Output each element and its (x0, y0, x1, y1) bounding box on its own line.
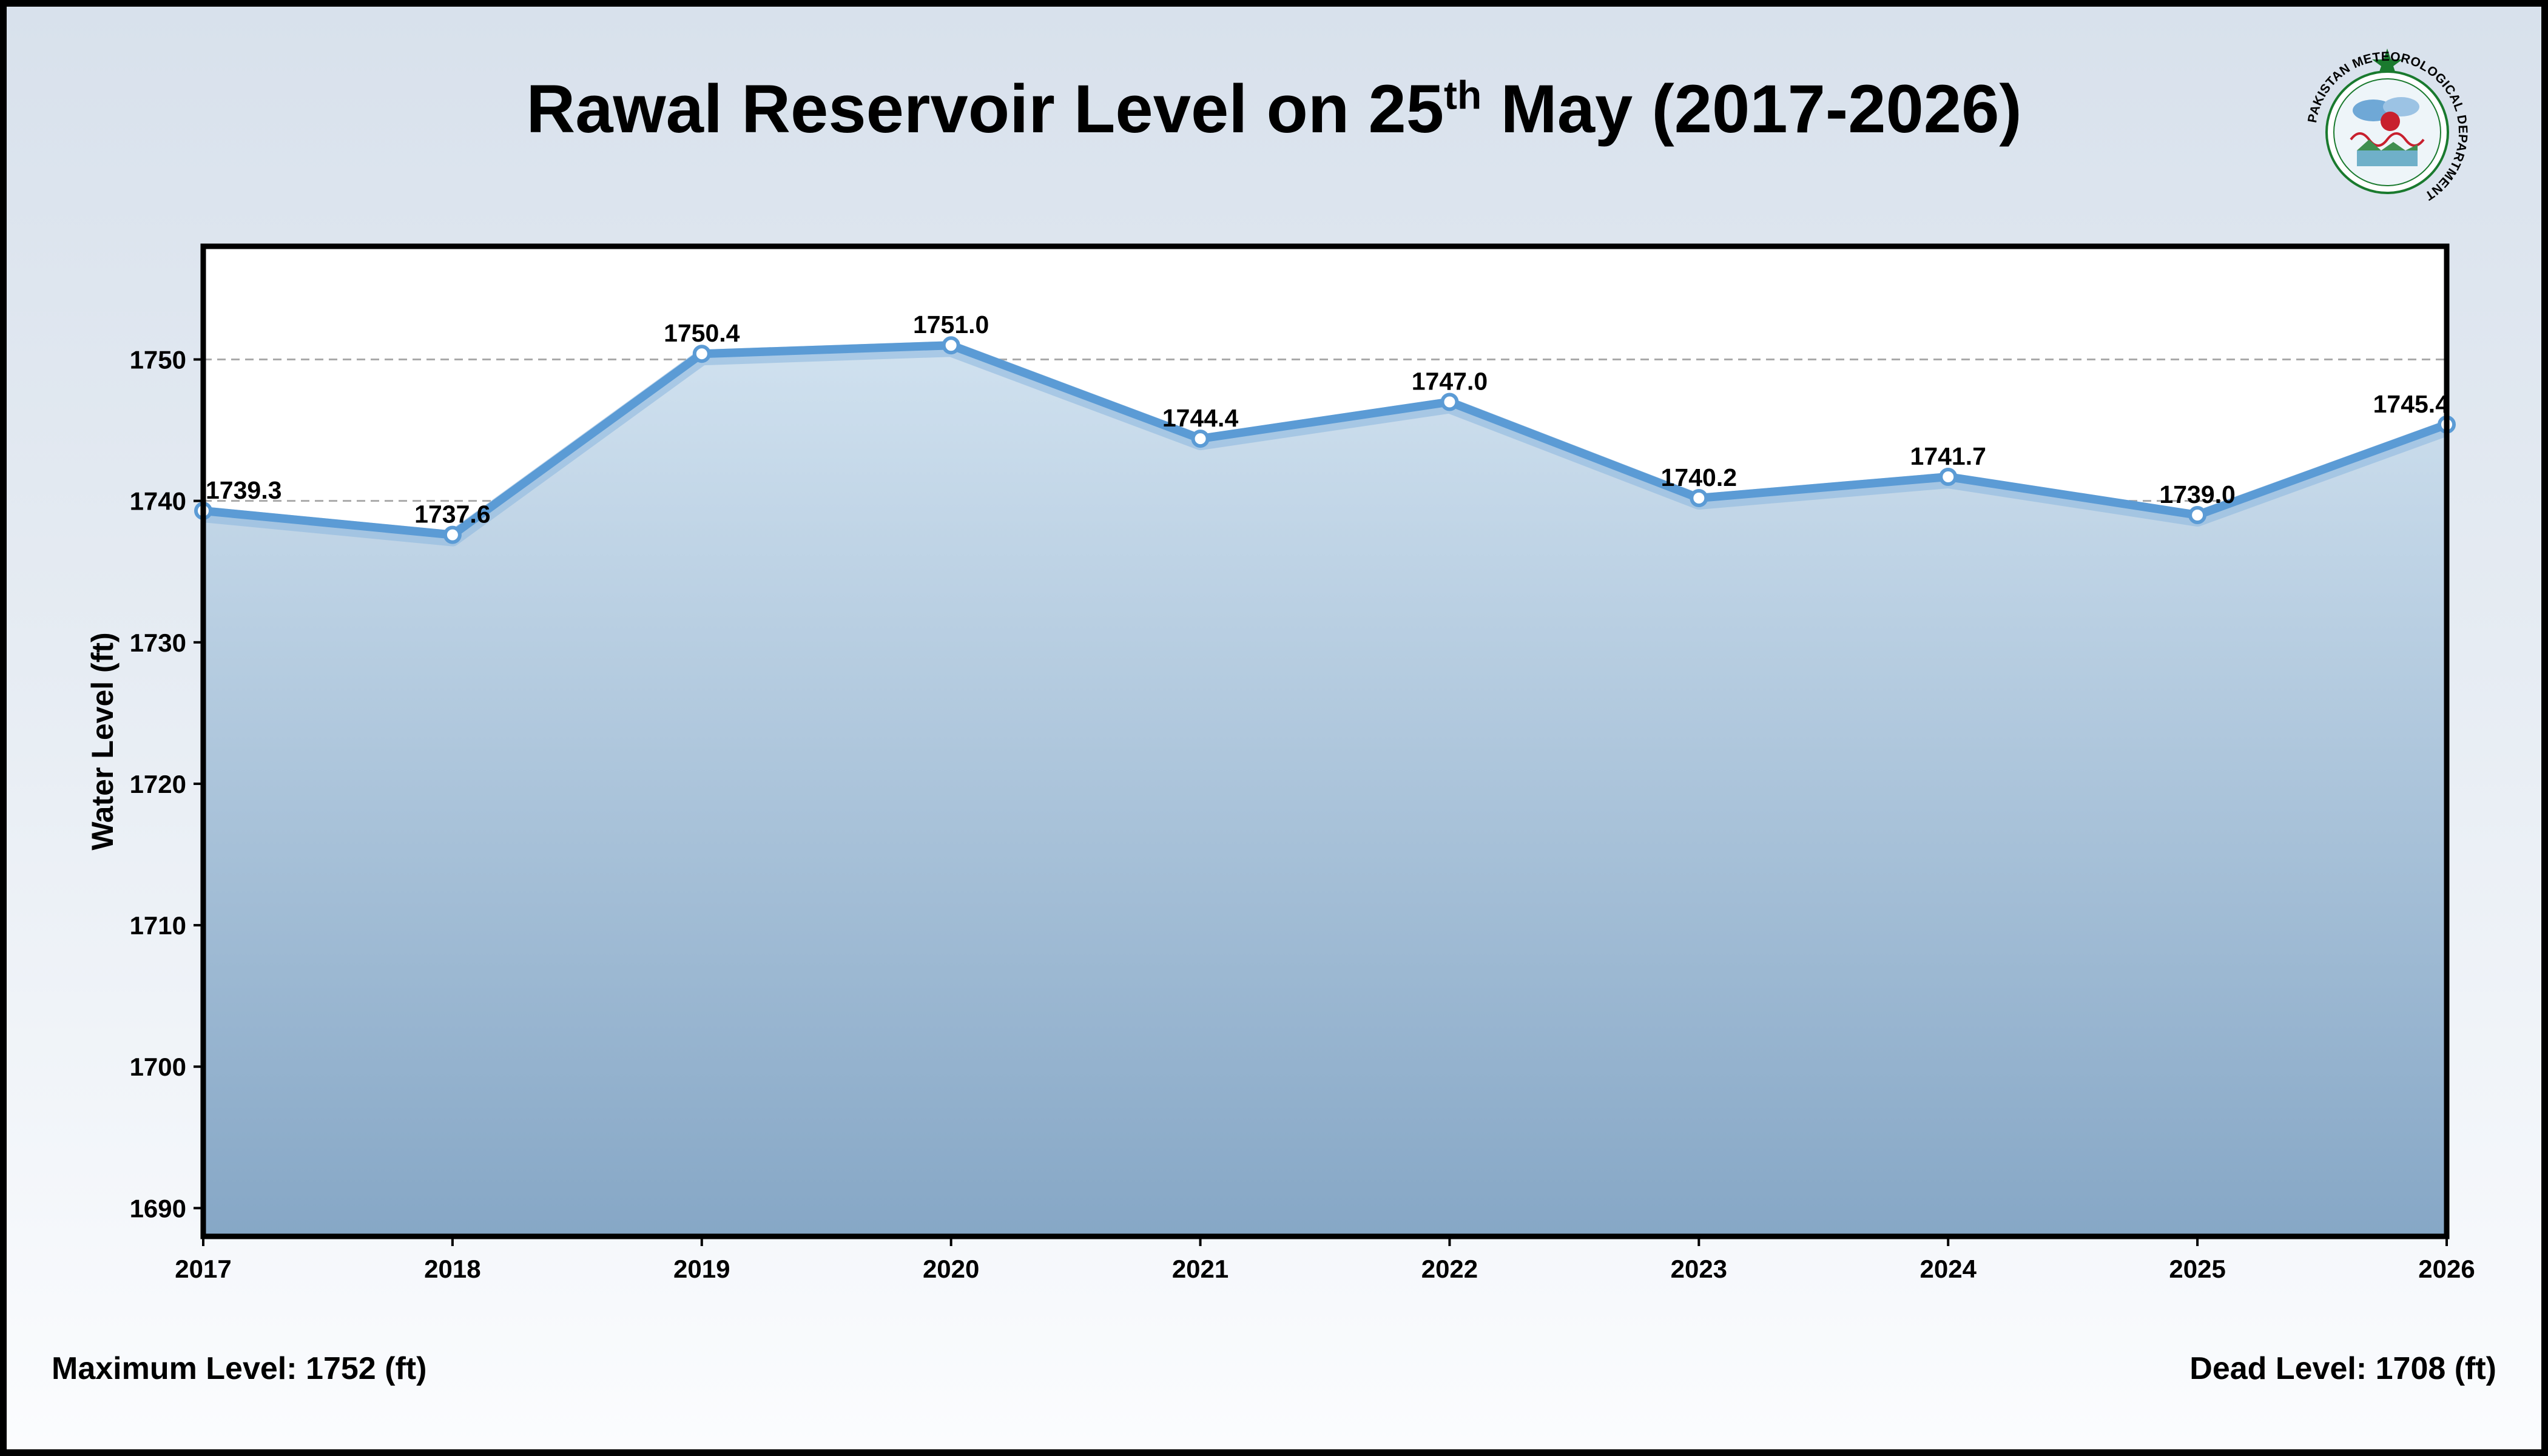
pmd-logo: PAKISTAN METEOROLOGICAL DEPARTMENT (2305, 49, 2469, 203)
x-tick-label: 2024 (1920, 1255, 1977, 1283)
data-labels: 1739.3 1737.6 1750.4 1751.0 1744.4 1747.0 1740… (206, 311, 2449, 528)
x-tick-label: 2022 (1421, 1255, 1478, 1283)
data-point (1191, 430, 1210, 448)
data-label: 1739.3 (206, 476, 281, 504)
data-label: 1747.0 (1412, 367, 1488, 395)
data-label: 1737.6 (414, 500, 490, 528)
x-tick-label: 2019 (673, 1255, 730, 1283)
dead-level-note: Dead Level: 1708 (ft) (2189, 1351, 2496, 1386)
y-tick-label: 1720 (130, 770, 186, 798)
y-tick-label: 1690 (130, 1194, 186, 1222)
y-axis-label: Water Level (ft) (86, 632, 120, 850)
data-point (1939, 468, 1958, 487)
y-tick-label: 1700 (130, 1053, 186, 1081)
y-tick-label: 1740 (130, 487, 186, 516)
y-axis-ticks: 1690 1700 1710 1720 1730 1740 1750 (130, 346, 203, 1222)
star-icon (2372, 49, 2402, 77)
x-tick-label: 2025 (2169, 1255, 2225, 1283)
x-tick-label: 2018 (424, 1255, 480, 1283)
data-label: 1739.0 (2159, 480, 2235, 508)
x-tick-label: 2020 (923, 1255, 979, 1283)
title-tail: May (2017-2026) (1481, 71, 2022, 147)
data-label: 1751.0 (913, 311, 989, 339)
data-label: 1744.4 (1162, 404, 1239, 432)
area-fill (203, 345, 2447, 1237)
data-label: 1740.2 (1661, 463, 1737, 491)
maximum-level-note: Maximum Level: 1752 (ft) (52, 1351, 427, 1386)
data-point (443, 525, 462, 544)
data-point (692, 345, 711, 363)
data-point (1440, 393, 1459, 411)
data-points (194, 336, 2456, 544)
series-line (203, 341, 2449, 539)
data-label: 1750.4 (664, 319, 740, 347)
data-label: 1741.7 (1910, 442, 1986, 470)
title-main: Rawal Reservoir Level on 25 (526, 71, 1444, 147)
x-tick-label: 2017 (175, 1255, 231, 1283)
title-superscript: th (1444, 72, 1482, 118)
data-point (942, 336, 960, 355)
x-tick-label: 2023 (1671, 1255, 1727, 1283)
data-label: 1745.4 (2373, 390, 2450, 418)
x-tick-label: 2026 (2418, 1255, 2475, 1283)
x-tick-label: 2021 (1172, 1255, 1228, 1283)
plot-border (200, 243, 2450, 1239)
y-tick-label: 1750 (130, 346, 186, 374)
data-point (2188, 505, 2207, 524)
x-axis-ticks: 2017 2018 2019 2020 2021 2022 2023 2024 2025 2026 (175, 1236, 2475, 1283)
chart-title: Rawal Reservoir Level on 25th May (2017-… (0, 72, 2548, 146)
y-tick-label: 1730 (130, 629, 186, 657)
data-point (1690, 488, 1708, 507)
y-tick-label: 1710 (130, 911, 186, 940)
